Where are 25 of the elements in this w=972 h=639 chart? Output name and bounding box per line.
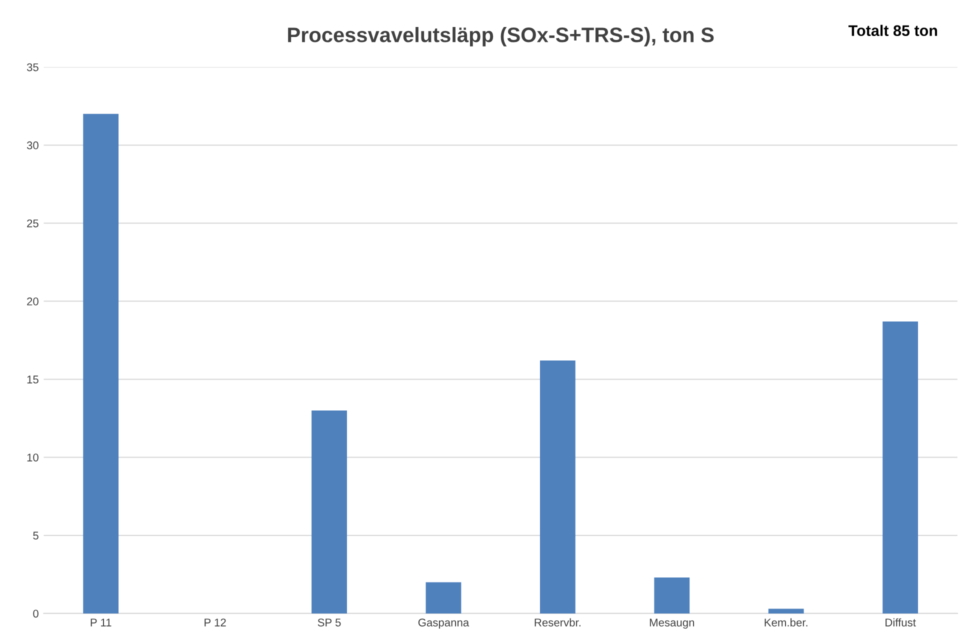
- chart-title: Processvavelutsläpp (SOx-S+TRS-S), ton S: [288, 26, 714, 46]
- x-tick-label: SP 5: [318, 618, 341, 626]
- x-tick-label: P 12: [204, 618, 226, 626]
- x-tick-label: Mesaugn: [650, 618, 694, 629]
- bar: [312, 410, 347, 614]
- y-tick-label: 30: [26, 141, 38, 150]
- bar: [882, 322, 918, 614]
- x-tick-label: Reservbr.: [534, 618, 580, 626]
- bar: [540, 360, 576, 614]
- x-tick-label: Gaspanna: [418, 618, 470, 629]
- x-tick-label: Kem.ber.: [764, 618, 808, 626]
- y-tick-label: 5: [33, 532, 38, 540]
- x-tick-label: P 11: [90, 618, 112, 626]
- y-tick-label: 0: [33, 610, 38, 618]
- bar: [83, 114, 119, 614]
- bar: [654, 578, 690, 614]
- y-tick-label: 35: [26, 63, 38, 72]
- y-tick-label: 15: [27, 376, 38, 384]
- bar: [426, 582, 462, 614]
- y-tick-label: 20: [27, 298, 38, 306]
- bar: [768, 608, 804, 614]
- text: Totalt 85 ton: [848, 24, 938, 36]
- y-tick-label: 25: [27, 219, 38, 228]
- x-tick-label: Diffust: [886, 618, 916, 626]
- y-tick-label: 10: [27, 454, 38, 462]
